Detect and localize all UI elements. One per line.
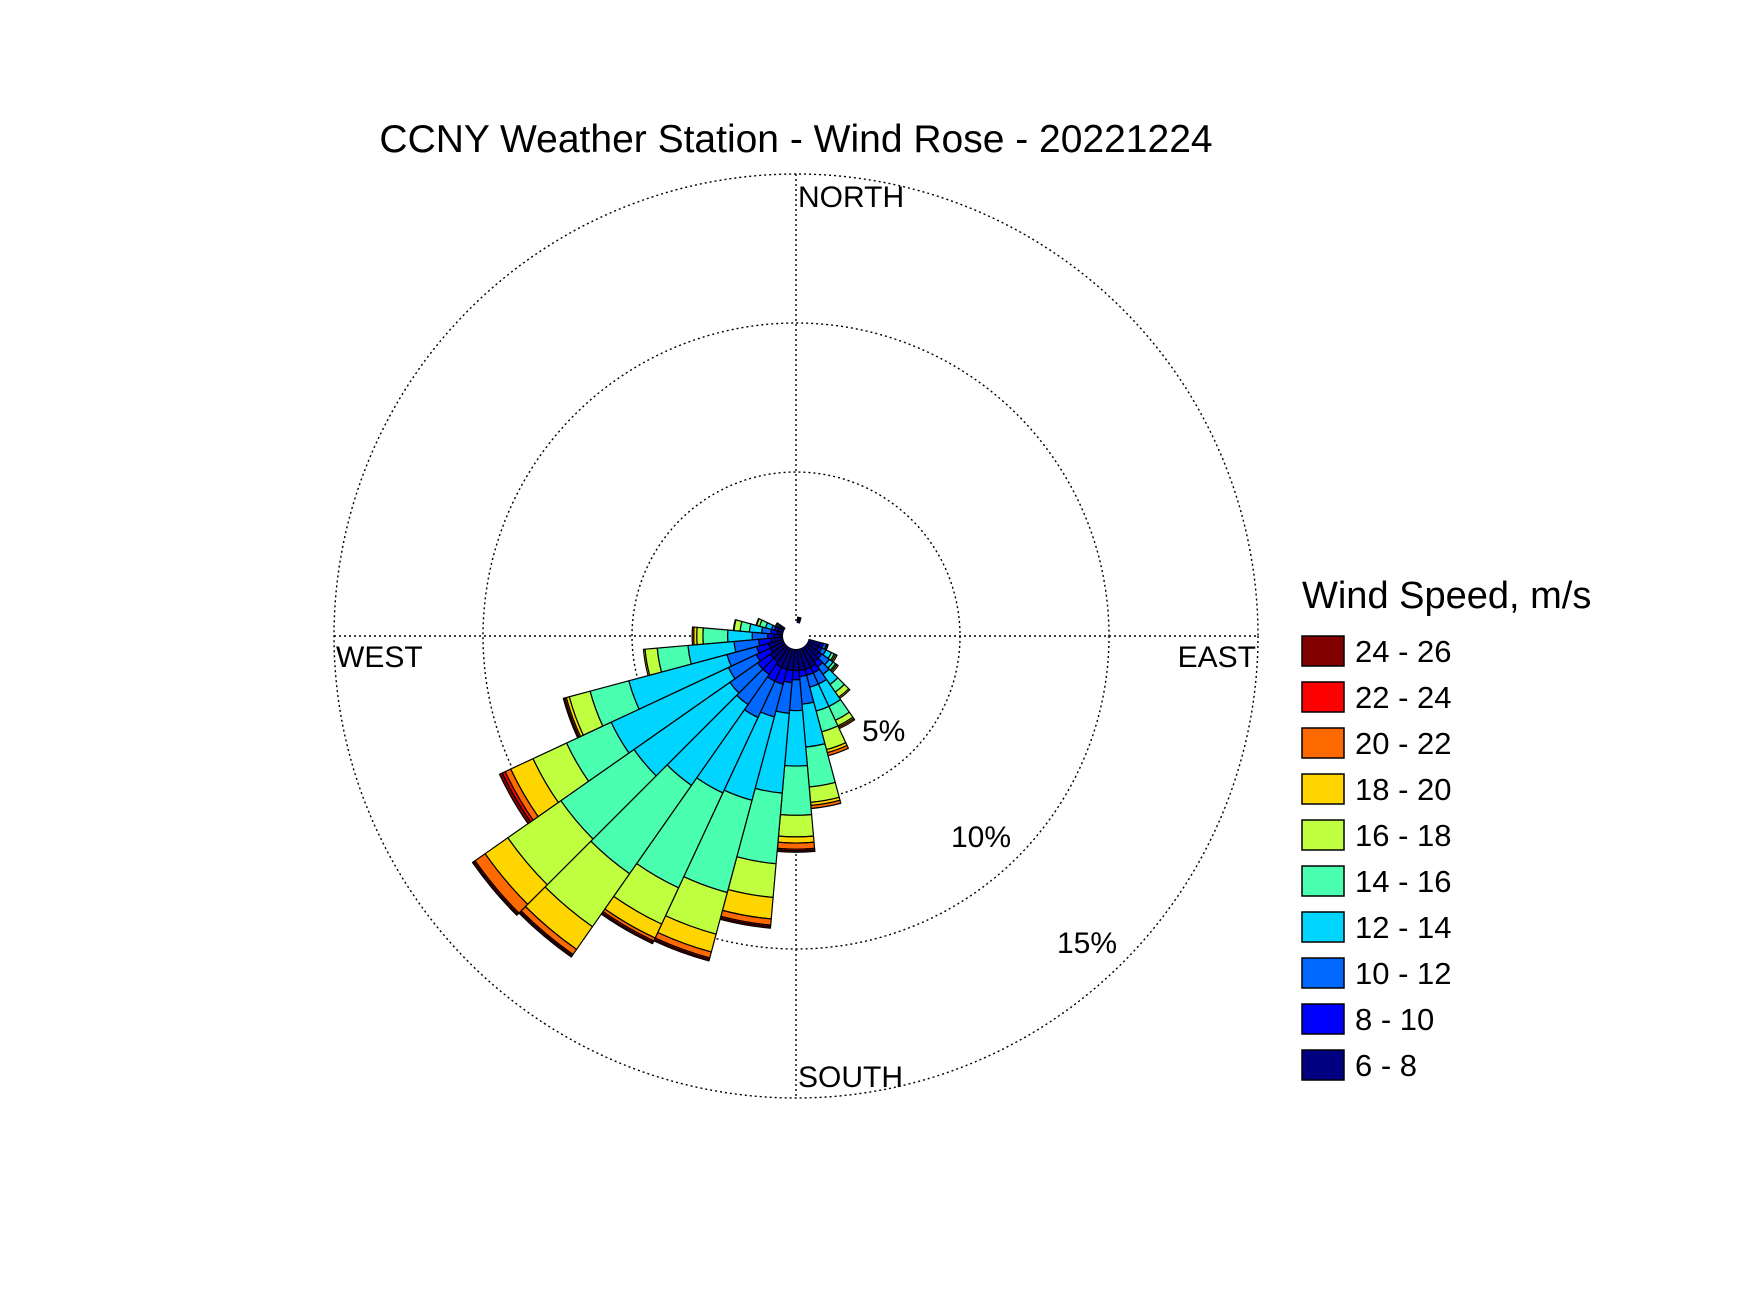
bar-segment-260-6 bbox=[642, 648, 651, 677]
bar-segment-230-9 bbox=[471, 861, 519, 916]
bar-segment-180-4 bbox=[779, 764, 813, 816]
legend: Wind Speed, m/s 24 - 26 22 - 24 20 - 22 18 … bbox=[1301, 575, 1591, 1083]
chart-title: CCNY Weather Station - Wind Rose - 20221… bbox=[379, 118, 1212, 161]
direction-label-south: SOUTH bbox=[798, 1061, 903, 1094]
legend-swatch-9 bbox=[1301, 1049, 1345, 1081]
bar-segment-280-7 bbox=[732, 619, 737, 632]
bar-segment-180-5 bbox=[777, 814, 815, 838]
legend-swatch-6 bbox=[1301, 911, 1345, 943]
legend-swatch-0 bbox=[1301, 635, 1345, 667]
legend-label-0: 24 - 26 bbox=[1355, 634, 1452, 669]
legend-label-3: 18 - 20 bbox=[1355, 772, 1452, 807]
legend-swatch-7 bbox=[1301, 957, 1345, 989]
direction-label-west: WEST bbox=[336, 641, 423, 674]
legend-label-2: 20 - 22 bbox=[1355, 726, 1452, 761]
legend-label-5: 14 - 16 bbox=[1355, 864, 1452, 899]
legend-swatch-4 bbox=[1301, 819, 1345, 851]
legend-label-1: 22 - 24 bbox=[1355, 680, 1452, 715]
bar-segment-240-9 bbox=[498, 772, 532, 825]
legend-swatch-8 bbox=[1301, 1003, 1345, 1035]
ring-label-5: 5% bbox=[862, 715, 905, 748]
bar-segment-10-5 bbox=[797, 616, 802, 619]
legend-swatch-2 bbox=[1301, 727, 1345, 759]
legend-label-7: 10 - 12 bbox=[1355, 956, 1452, 991]
bar-segment-270-7 bbox=[691, 626, 695, 646]
legend-swatch-5 bbox=[1301, 865, 1345, 897]
ring-label-10: 10% bbox=[951, 821, 1011, 854]
legend-label-8: 8 - 10 bbox=[1355, 1002, 1434, 1037]
bar-segment-270-5 bbox=[696, 626, 704, 646]
bar-segment-180-7 bbox=[776, 841, 816, 850]
legend-label-4: 16 - 18 bbox=[1355, 818, 1452, 853]
wind-rose-bars bbox=[471, 616, 856, 962]
bar-segment-300-5 bbox=[774, 622, 779, 628]
bar-segment-180-9 bbox=[776, 849, 816, 853]
legend-title: Wind Speed, m/s bbox=[1302, 575, 1591, 617]
calm-center bbox=[783, 623, 809, 649]
legend-label-6: 12 - 14 bbox=[1355, 910, 1452, 945]
legend-label-9: 6 - 8 bbox=[1355, 1048, 1417, 1083]
bar-segment-250-9 bbox=[562, 697, 580, 739]
direction-label-east: EAST bbox=[1178, 641, 1256, 674]
bar-segment-290-6 bbox=[755, 617, 760, 627]
direction-label-north: NORTH bbox=[798, 181, 904, 214]
bar-segment-180-6 bbox=[777, 835, 815, 844]
legend-swatch-1 bbox=[1301, 681, 1345, 713]
ring-label-15: 15% bbox=[1057, 927, 1117, 960]
legend-swatch-3 bbox=[1301, 773, 1345, 805]
bar-segment-270-4 bbox=[702, 627, 729, 645]
